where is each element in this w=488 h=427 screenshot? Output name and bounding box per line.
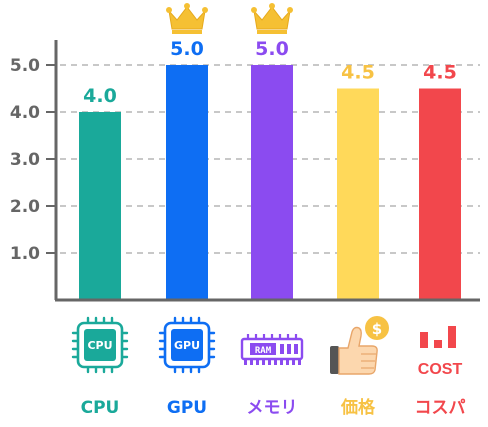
cpu-chip-icon: CPU — [71, 316, 129, 374]
category-label: 価格 — [340, 397, 376, 418]
ram-icon-text: RAM — [255, 346, 272, 356]
y-tick-labels: 1.0 2.0 3.0 4.0 5.0 — [10, 56, 56, 264]
value-label: 5.0 — [170, 38, 204, 60]
thumbs-up-coin-icon: $ — [330, 316, 389, 375]
crowns — [166, 3, 293, 34]
crown-icon — [251, 3, 293, 34]
bar — [251, 65, 293, 300]
value-label: 4.0 — [83, 85, 117, 107]
y-tick-label: 5.0 — [10, 56, 40, 76]
gpu-icon-text: GPU — [174, 339, 200, 352]
bar — [419, 88, 461, 300]
bars-group — [79, 65, 461, 300]
y-tick-label: 2.0 — [10, 197, 40, 217]
value-label: 4.5 — [341, 62, 375, 84]
value-label: 5.0 — [255, 38, 289, 60]
category-labels: CPU GPU メモリ 価格 コスパ — [81, 397, 466, 418]
cost-icon-text: COST — [418, 361, 463, 378]
bar — [79, 112, 121, 300]
category-label: GPU — [167, 398, 207, 418]
category-label: コスパ — [415, 398, 466, 418]
axes — [54, 40, 480, 302]
cost-chart-icon: COST — [418, 326, 463, 378]
dollar-icon-text: $ — [372, 320, 382, 338]
y-tick-label: 1.0 — [10, 244, 40, 264]
category-label: CPU — [81, 398, 120, 418]
y-tick-label: 4.0 — [10, 103, 40, 123]
gpu-chip-icon: GPU — [158, 316, 216, 374]
value-label: 4.5 — [423, 62, 457, 84]
bar — [337, 88, 379, 300]
crown-icon — [166, 3, 208, 34]
ram-module-icon: RAM — [240, 334, 304, 365]
category-label: メモリ — [247, 398, 298, 418]
bar — [166, 65, 208, 300]
value-labels: 4.0 5.0 5.0 4.5 4.5 — [83, 38, 457, 107]
cpu-icon-text: CPU — [87, 339, 112, 352]
y-tick-label: 3.0 — [10, 150, 40, 170]
